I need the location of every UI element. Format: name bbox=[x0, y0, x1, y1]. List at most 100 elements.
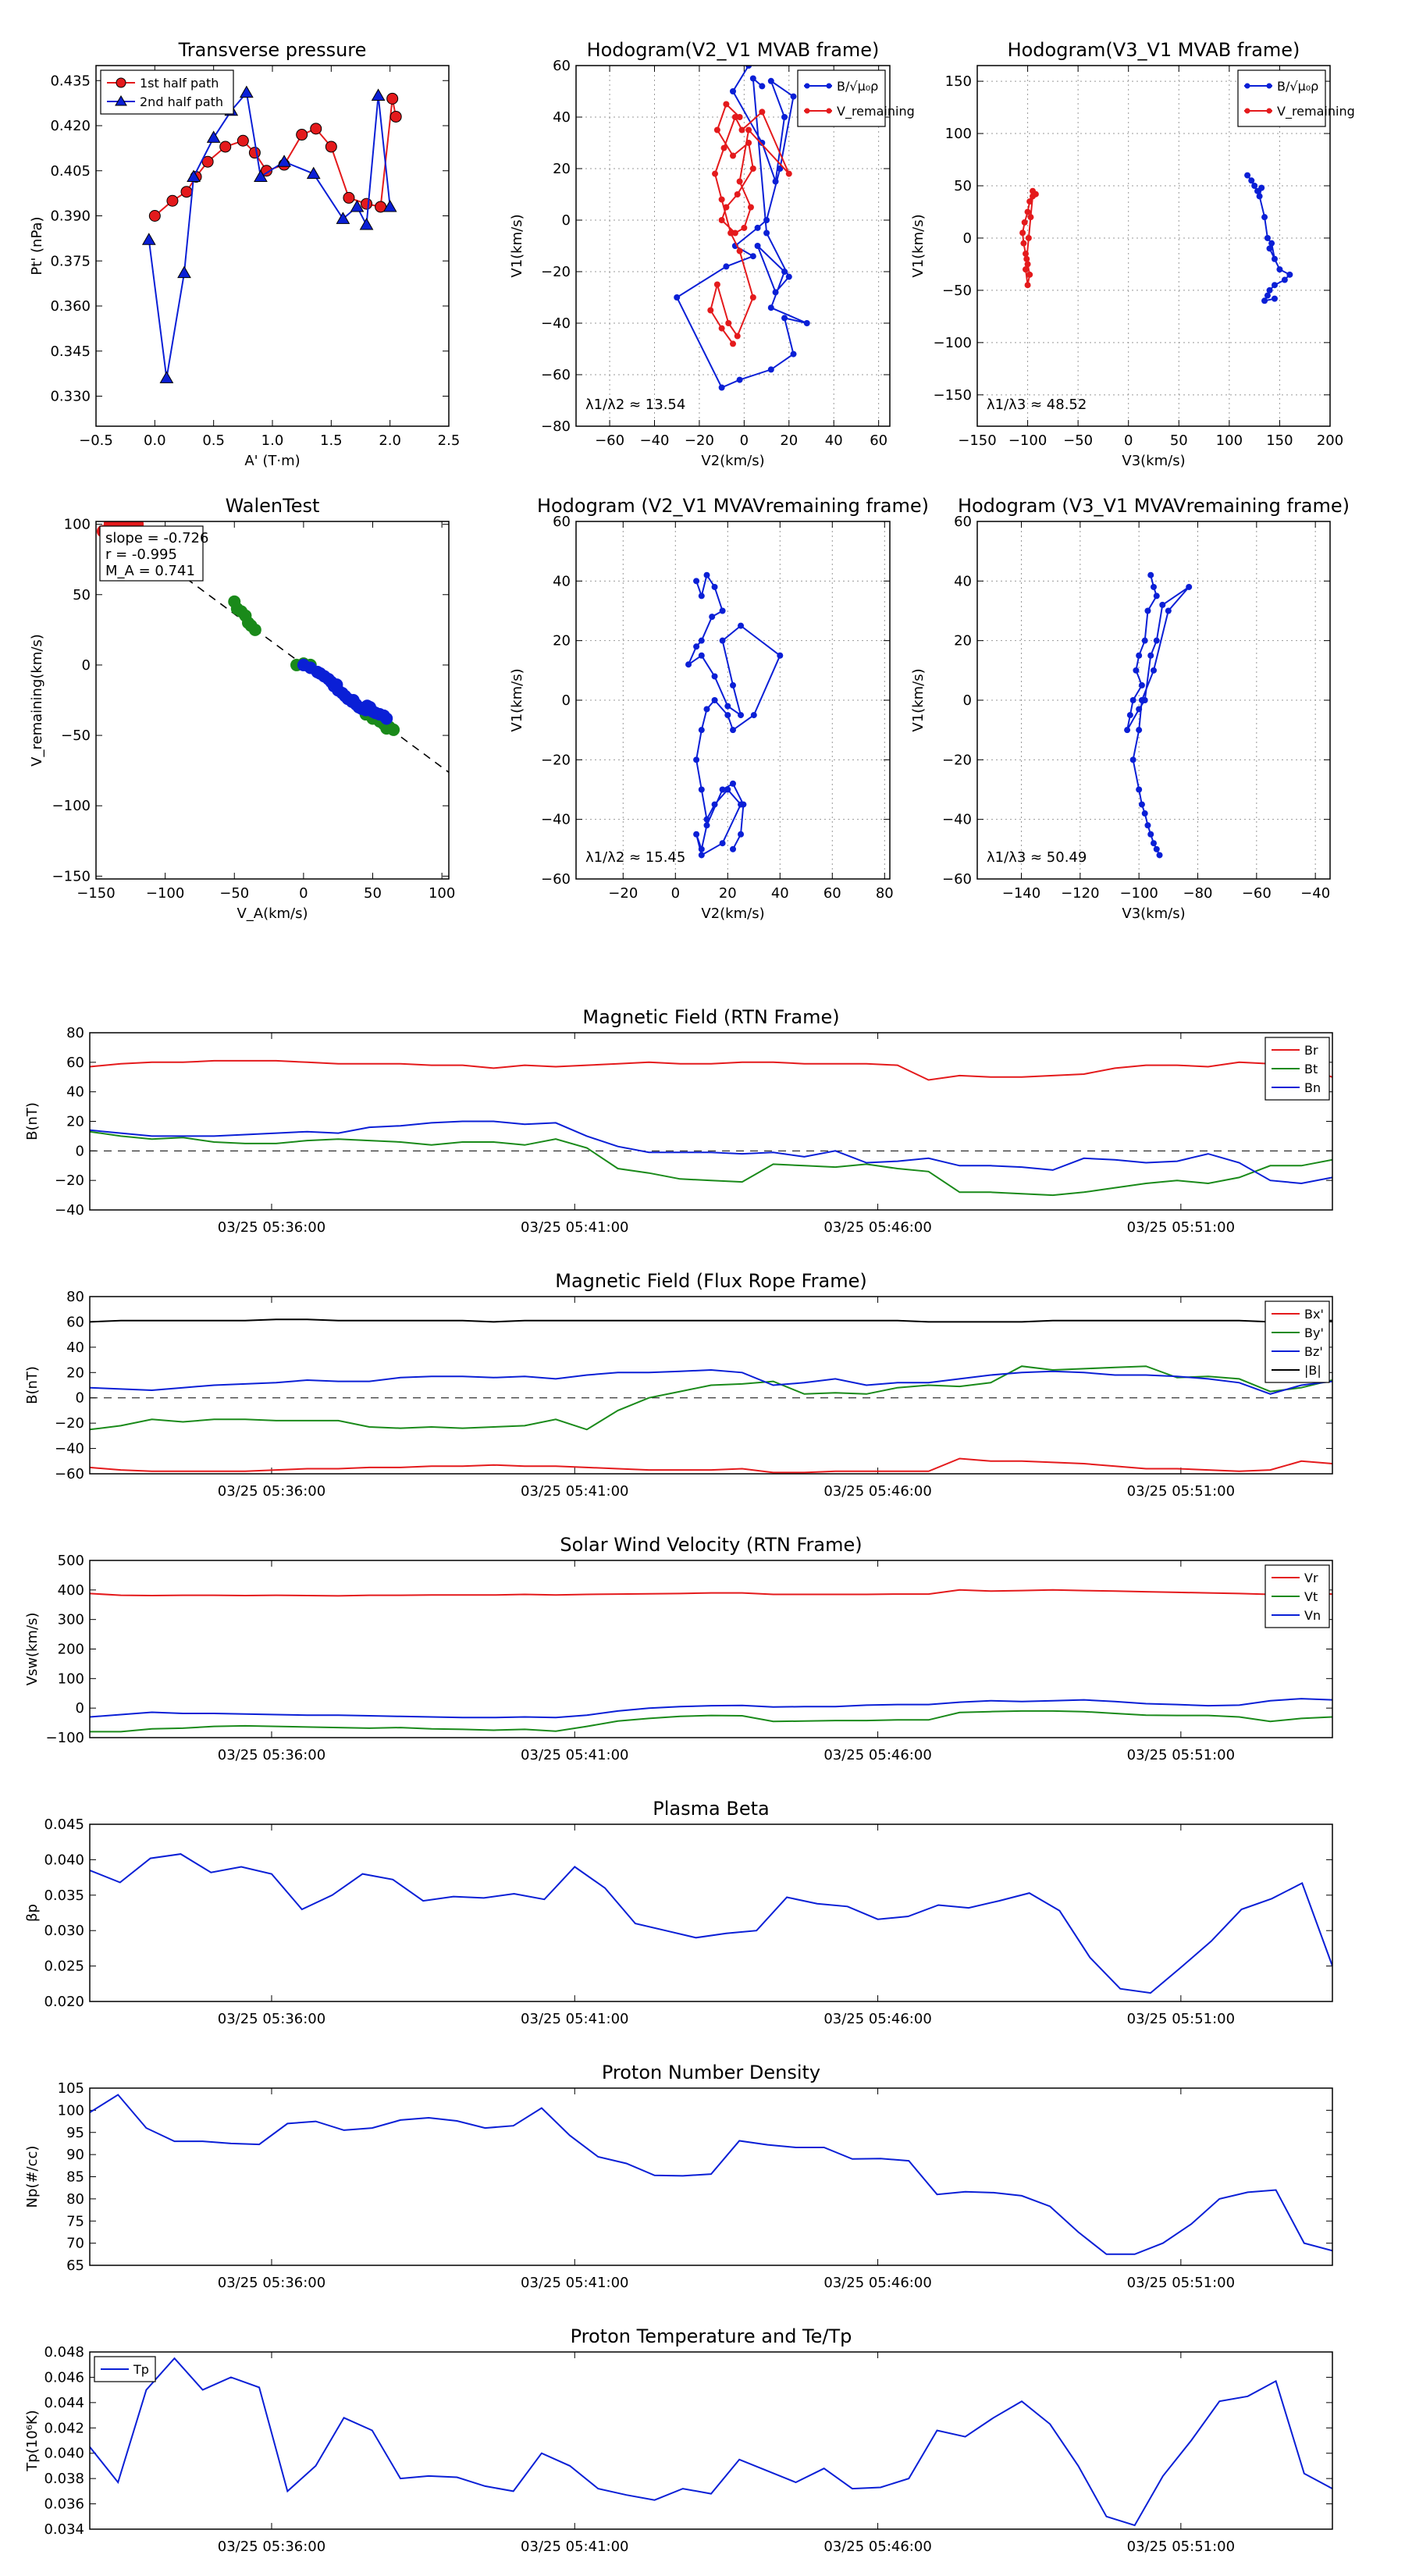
x-axis-label: V3(km/s) bbox=[1122, 906, 1185, 922]
x-axis-label: V2(km/s) bbox=[701, 453, 764, 469]
data-point bbox=[703, 816, 710, 823]
data-point bbox=[343, 191, 355, 204]
series-line-v bbox=[1126, 575, 1190, 856]
data-point bbox=[712, 170, 719, 177]
data-point bbox=[719, 786, 726, 793]
y-tick-label: −60 bbox=[55, 1466, 84, 1482]
series-line-bx bbox=[90, 1457, 1332, 1474]
x-tick-label: 0.5 bbox=[202, 432, 225, 449]
legend-box bbox=[1264, 1300, 1330, 1383]
data-point bbox=[777, 652, 784, 659]
y-tick-label: 0 bbox=[562, 212, 571, 229]
data-point bbox=[703, 571, 710, 578]
data-point bbox=[718, 325, 725, 332]
series-line-2ndhalfpath bbox=[148, 91, 391, 379]
data-point bbox=[703, 706, 710, 713]
data-point bbox=[767, 304, 774, 311]
data-point bbox=[711, 697, 718, 703]
x-tick-label: −20 bbox=[685, 432, 714, 449]
y-tick-label: 40 bbox=[66, 1084, 84, 1101]
data-layer bbox=[674, 66, 810, 391]
y-tick-label: 105 bbox=[58, 2080, 84, 2097]
data-point bbox=[1151, 667, 1157, 674]
legend-marker bbox=[116, 77, 126, 88]
data-point bbox=[730, 88, 736, 94]
data-point bbox=[159, 371, 174, 383]
y-tick-label: 0 bbox=[76, 1390, 84, 1407]
plot-frame bbox=[976, 65, 1331, 427]
data-point bbox=[1024, 208, 1031, 215]
data-point bbox=[719, 840, 726, 847]
chart-title: WalenTest bbox=[226, 495, 320, 517]
data-point bbox=[738, 712, 745, 719]
data-point bbox=[745, 140, 752, 146]
data-point bbox=[790, 93, 797, 100]
x-tick-label: 03/25 05:41:00 bbox=[521, 1219, 628, 1236]
data-layer bbox=[90, 1318, 1332, 1474]
data-point bbox=[1136, 706, 1143, 713]
panel-walen: WalenTest −150 −100 −50 0 50 100 −150 −100 −50 0 50… bbox=[29, 495, 455, 922]
y-tick-label: 60 bbox=[553, 58, 571, 74]
data-point bbox=[1147, 831, 1154, 838]
data-point bbox=[1261, 214, 1268, 221]
data-point bbox=[749, 294, 756, 301]
ratio-annotation: λ1/λ3 ≈ 50.49 bbox=[987, 849, 1087, 866]
x-tick-label: 0.0 bbox=[144, 432, 166, 449]
y-tick-label: 20 bbox=[66, 1364, 84, 1381]
y-tick-label: −60 bbox=[541, 871, 571, 888]
data-point bbox=[698, 845, 705, 852]
x-axis-label: V2(km/s) bbox=[701, 906, 764, 922]
data-layer bbox=[685, 571, 784, 859]
data-point bbox=[306, 166, 321, 180]
data-point bbox=[1276, 266, 1283, 273]
data-point bbox=[693, 643, 700, 650]
legend-label: V_remaining bbox=[837, 104, 915, 119]
data-point bbox=[785, 273, 792, 280]
legend-label: By' bbox=[1304, 1325, 1324, 1340]
series-line-bt bbox=[90, 1130, 1332, 1197]
data-point bbox=[166, 194, 179, 207]
series-line-by bbox=[90, 1365, 1332, 1431]
data-point bbox=[380, 712, 393, 725]
x-tick-label: 03/25 05:36:00 bbox=[218, 2275, 325, 2291]
y-tick-label: 0.040 bbox=[44, 2446, 84, 2462]
data-point bbox=[1136, 652, 1143, 659]
panel-b_rtn: Magnetic Field (RTN Frame) −40 −20 0 20 40 60 8… bbox=[24, 1006, 1333, 1236]
plot-frame bbox=[89, 1296, 1333, 1475]
ratio-annotation: λ1/λ3 ≈ 48.52 bbox=[987, 397, 1087, 413]
data-point bbox=[389, 110, 402, 123]
y-axis-label: V1(km/s) bbox=[509, 668, 525, 731]
y-tick-label: 0.390 bbox=[50, 208, 91, 225]
data-point bbox=[359, 218, 374, 230]
y-tick-label: −100 bbox=[934, 335, 972, 351]
x-tick-label: 03/25 05:36:00 bbox=[218, 2011, 325, 2027]
data-point bbox=[718, 384, 725, 391]
legend-marker bbox=[826, 108, 832, 114]
data-point bbox=[1266, 245, 1273, 252]
x-axis-label: A' (T·m) bbox=[244, 453, 300, 469]
data-point bbox=[314, 667, 327, 680]
data-layer bbox=[90, 1589, 1332, 1733]
legend-marker bbox=[1244, 83, 1250, 89]
y-tick-label: −50 bbox=[61, 728, 91, 744]
x-tick-label: −40 bbox=[640, 432, 670, 449]
y-tick-label: 65 bbox=[66, 2258, 84, 2274]
legend-label: Bz' bbox=[1304, 1344, 1323, 1359]
y-tick-label: 100 bbox=[945, 126, 972, 142]
data-layer bbox=[141, 85, 402, 383]
x-tick-label: −100 bbox=[1119, 885, 1158, 902]
data-point bbox=[734, 333, 741, 340]
data-point bbox=[731, 229, 738, 237]
data-layer bbox=[90, 1059, 1332, 1197]
data-point bbox=[361, 699, 374, 713]
data-point bbox=[724, 712, 731, 719]
chart-title: Proton Temperature and Te/Tp bbox=[571, 2325, 852, 2347]
panel-vsw: Solar Wind Velocity (RTN Frame) −100 0 100 2… bbox=[24, 1534, 1333, 1763]
y-tick-label: 0.330 bbox=[50, 389, 91, 405]
data-point bbox=[709, 614, 716, 621]
y-axis-label: B(nT) bbox=[24, 1366, 41, 1404]
data-point bbox=[141, 233, 156, 245]
legend-label: B/√μ₀ρ bbox=[1277, 79, 1318, 94]
data-point bbox=[1159, 601, 1166, 608]
x-tick-label: −140 bbox=[1002, 885, 1040, 902]
